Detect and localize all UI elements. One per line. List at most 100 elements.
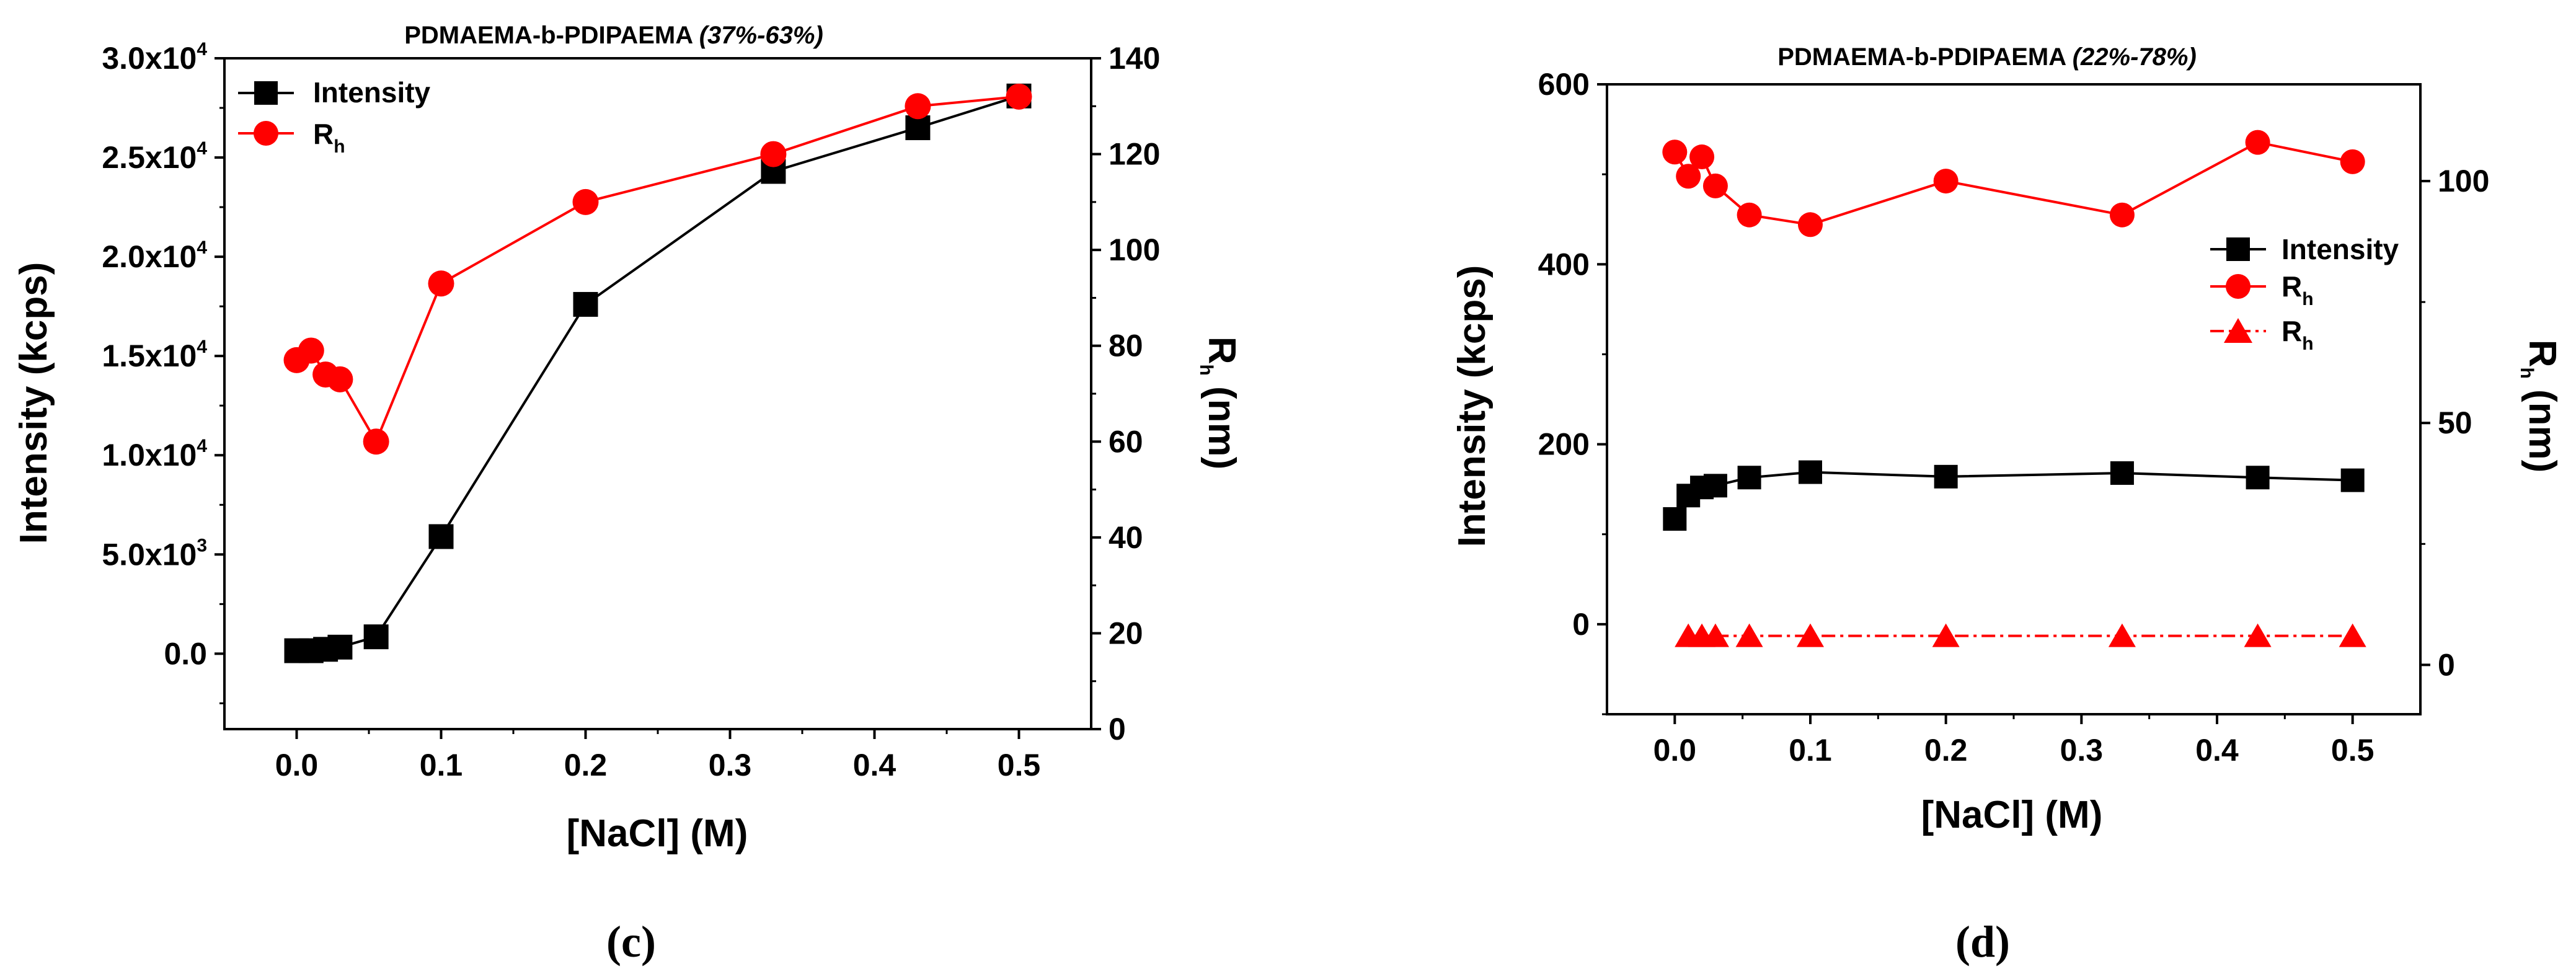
data-point-rh-c [760, 141, 787, 167]
data-point-intensity-c [905, 115, 931, 141]
y-tick-label-c: 2.0x104 [102, 237, 207, 274]
x-tick-label-d: 0.3 [2060, 733, 2104, 768]
data-point-rh-d [1662, 139, 1688, 165]
y2-tick-label-d: 100 [2438, 164, 2489, 198]
legend-marker-intensity-c [254, 81, 278, 105]
y2-tick-label-c: 100 [1109, 232, 1160, 267]
chart-title-d: PDMAEMA-b-PDIPAEMA (22%-78%) [1777, 43, 2197, 71]
x-tick-label-d: 0.5 [2331, 733, 2375, 768]
legend-label-rh2-d: Rh [2282, 315, 2314, 354]
x-tick-label-c: 0.5 [998, 748, 1041, 782]
y-tick-label-c: 2.5x104 [102, 138, 207, 175]
data-point-intensity-d [1737, 466, 1761, 490]
data-point-intensity-c [428, 524, 454, 549]
data-point-rh-d [1702, 173, 1728, 198]
x-tick-label-c: 0.1 [420, 748, 463, 782]
data-point-intensity-d [1799, 460, 1822, 484]
data-point-rh-c [428, 270, 454, 297]
data-point-rh2-d [2244, 623, 2272, 647]
x-tick-label-d: 0.2 [1924, 733, 1968, 768]
data-point-intensity-d [1703, 474, 1727, 498]
data-point-intensity-c [573, 291, 598, 317]
data-point-rh-c [1006, 83, 1032, 110]
data-point-rh2-d [1701, 623, 1729, 647]
y2-axis-label-c: Rh (nm) [1196, 337, 1243, 470]
data-point-intensity-d [2110, 461, 2134, 485]
data-point-intensity-d [1934, 464, 1958, 489]
y2-tick-label-c: 0 [1109, 712, 1126, 746]
data-point-rh-d [1689, 144, 1715, 170]
panel-label-c: (c) [606, 917, 656, 967]
x-ticks-c: 0.0 0.1 0.2 0.3 0.4 0.5 [275, 729, 1041, 782]
y-axis-label-c: Intensity (kcps) [12, 262, 55, 544]
legend-c: Intensity Rh [238, 76, 431, 157]
panel-label-d: (d) [1955, 917, 2010, 967]
chart-title-c: PDMAEMA-b-PDIPAEMA (37%-63%) [404, 22, 823, 49]
y2-axis-label-d: Rh (nm) [2516, 340, 2564, 473]
series-d [1662, 130, 2366, 647]
legend-label-intensity-d: Intensity [2282, 233, 2399, 265]
x-tick-label-d: 0.1 [1789, 733, 1832, 768]
legend-marker-intensity-d [2226, 237, 2250, 261]
y2-tick-label-c: 40 [1109, 520, 1143, 555]
y-ticks-c: 0.0 5.0x103 1.0x104 1.5x104 2.0x104 2.5x104 3.… [102, 39, 224, 704]
y-tick-label-d: 200 [1538, 427, 1590, 462]
y2-tick-label-c: 120 [1109, 137, 1160, 172]
legend-marker-rh2-d [2224, 318, 2252, 343]
y2-tick-label-c: 20 [1109, 616, 1143, 650]
data-point-rh-d [1737, 202, 1762, 228]
legend-marker-rh-c [254, 121, 278, 146]
data-point-rh-c [905, 93, 931, 120]
data-point-intensity-d [2340, 468, 2365, 492]
data-point-intensity-c [327, 634, 353, 660]
y-axis-label-d: Intensity (kcps) [1451, 265, 1494, 547]
data-point-intensity-c [363, 624, 389, 650]
data-point-rh-c [572, 188, 599, 215]
y-tick-label-d: 400 [1538, 247, 1590, 281]
data-point-intensity-d [1663, 507, 1687, 531]
legend-label-rh-d: Rh [2282, 270, 2314, 309]
x-ticks-d: 0.0 0.1 0.2 0.3 0.4 0.5 [1653, 714, 2375, 768]
y-tick-label-d: 0 [1572, 607, 1590, 642]
y2-ticks-d: 0 50 100 [2420, 164, 2489, 682]
y-tick-label-c: 1.0x104 [102, 436, 207, 472]
y-tick-label-c: 3.0x104 [102, 39, 207, 76]
y-tick-label-c: 0.0 [164, 636, 207, 671]
x-tick-label-c: 0.4 [853, 748, 896, 782]
series-c [283, 83, 1032, 663]
y2-tick-label-c: 80 [1109, 329, 1143, 363]
data-point-rh2-d [1797, 623, 1824, 647]
data-point-rh-c [363, 428, 389, 455]
data-point-rh2-d [1932, 623, 1960, 647]
y2-tick-label-d: 50 [2438, 405, 2472, 440]
data-point-rh2-d [1735, 623, 1763, 647]
data-point-rh2-d [2108, 623, 2136, 647]
x-tick-label-c: 0.3 [709, 748, 752, 782]
x-tick-label-d: 0.4 [2195, 733, 2239, 768]
data-point-rh-d [1798, 212, 1823, 237]
y2-ticks-c: 0 20 40 60 80 100 120 140 [1091, 41, 1160, 746]
data-point-rh-d [1933, 169, 1959, 194]
data-point-intensity-d [2246, 466, 2270, 490]
data-point-rh-c [327, 366, 353, 392]
chart-panel-c: PDMAEMA-b-PDIPAEMA (37%-63%) 0.0 0.1 0.2 0.… [12, 22, 1243, 967]
data-point-rh-d [2109, 202, 2135, 228]
data-point-rh-c [298, 337, 324, 364]
y-ticks-d: 0 200 400 600 [1538, 67, 1607, 715]
y2-tick-label-c: 60 [1109, 424, 1143, 459]
x-tick-label-c: 0.0 [275, 748, 319, 782]
series-line-c-1 [296, 95, 1019, 445]
y-tick-label-c: 5.0x103 [102, 535, 207, 572]
x-axis-label-d: [NaCl] (M) [1921, 794, 2103, 836]
y-tick-label-d: 600 [1538, 67, 1590, 102]
data-point-rh2-d [2339, 623, 2366, 647]
y-tick-label-c: 1.5x104 [102, 337, 207, 373]
legend-label-rh-c: Rh [313, 118, 345, 157]
data-point-rh-d [2245, 130, 2270, 155]
x-axis-label-c: [NaCl] (M) [567, 812, 748, 855]
x-tick-label-d: 0.0 [1653, 733, 1697, 768]
chart-panel-d: PDMAEMA-b-PDIPAEMA (22%-78%) 0.0 0.1 0.2 0.… [1451, 43, 2564, 967]
y2-tick-label-d: 0 [2438, 647, 2455, 682]
